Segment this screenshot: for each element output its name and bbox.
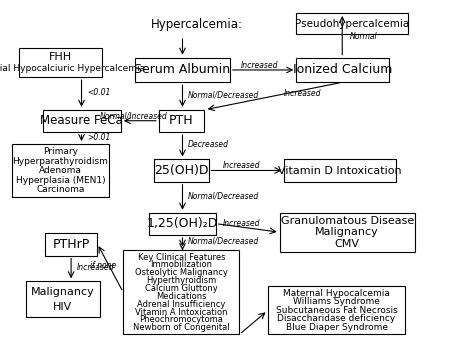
Text: Normal/Decreased: Normal/Decreased <box>188 90 259 99</box>
Text: Increased: Increased <box>77 263 115 272</box>
FancyBboxPatch shape <box>19 48 102 77</box>
Text: Vitamin A Intoxication: Vitamin A Intoxication <box>135 308 228 317</box>
Text: Vitamin D Intoxication: Vitamin D Intoxication <box>278 166 402 176</box>
Text: Familial Hypocalciuric Hypercalcemia: Familial Hypocalciuric Hypercalcemia <box>0 64 145 73</box>
Text: Pheochromocytoma: Pheochromocytoma <box>139 316 223 324</box>
FancyBboxPatch shape <box>123 250 239 334</box>
FancyBboxPatch shape <box>26 281 100 317</box>
Text: Blue Diaper Syndrome: Blue Diaper Syndrome <box>285 323 388 332</box>
FancyBboxPatch shape <box>296 13 408 34</box>
Text: Decreased: Decreased <box>188 140 229 149</box>
Text: PTH: PTH <box>169 115 193 127</box>
Text: Key Clinical Features: Key Clinical Features <box>137 252 225 262</box>
Text: Immobilization: Immobilization <box>150 260 212 269</box>
FancyBboxPatch shape <box>268 286 405 334</box>
FancyBboxPatch shape <box>45 233 97 256</box>
Text: >0.01: >0.01 <box>87 133 110 142</box>
FancyBboxPatch shape <box>149 213 216 235</box>
FancyBboxPatch shape <box>159 110 204 132</box>
Text: Maternal Hypocalcemia: Maternal Hypocalcemia <box>283 289 390 298</box>
Text: Adrenal Insufficiency: Adrenal Insufficiency <box>137 300 226 309</box>
FancyBboxPatch shape <box>12 144 109 197</box>
Text: CMV: CMV <box>335 239 360 249</box>
Text: HIV: HIV <box>53 302 73 312</box>
FancyBboxPatch shape <box>280 213 415 252</box>
Text: Subcutaneous Fat Necrosis: Subcutaneous Fat Necrosis <box>276 306 397 315</box>
Text: Increased: Increased <box>223 219 261 228</box>
Text: Measure FeCa: Measure FeCa <box>40 115 123 127</box>
Text: Normal: Normal <box>350 32 377 40</box>
Text: Adenoma: Adenoma <box>39 166 82 175</box>
FancyBboxPatch shape <box>296 58 389 82</box>
Text: Williams Syndrome: Williams Syndrome <box>293 297 380 306</box>
Text: Pseudohypercalcemia: Pseudohypercalcemia <box>295 19 409 29</box>
Text: Hyperplasia (MEN1): Hyperplasia (MEN1) <box>16 176 105 185</box>
Text: Disaccharidase deficiency: Disaccharidase deficiency <box>277 315 396 323</box>
Text: Normal/Decreased: Normal/Decreased <box>188 191 259 200</box>
Text: FHH: FHH <box>49 52 72 62</box>
Text: Normal/Increased: Normal/Increased <box>100 111 167 120</box>
Text: Increased: Increased <box>283 89 321 98</box>
Text: <0.01: <0.01 <box>87 88 110 97</box>
Text: Carcinoma: Carcinoma <box>36 185 85 194</box>
Text: Ionized Calcium: Ionized Calcium <box>293 63 392 76</box>
Text: if none: if none <box>90 261 117 270</box>
Text: Medications: Medications <box>156 292 207 301</box>
Text: Normal/Decreased: Normal/Decreased <box>188 237 259 246</box>
FancyBboxPatch shape <box>135 58 230 82</box>
Text: Increased: Increased <box>223 161 261 170</box>
Text: Hypercalcemia:: Hypercalcemia: <box>151 19 243 31</box>
Text: Calcium Gluttony: Calcium Gluttony <box>145 284 218 293</box>
Text: Increased: Increased <box>241 61 279 70</box>
Text: Malignancy: Malignancy <box>315 227 379 237</box>
Text: PTHrP: PTHrP <box>53 238 90 251</box>
Text: Serum Albumin: Serum Albumin <box>135 63 230 76</box>
Text: Granulomatous Disease: Granulomatous Disease <box>281 216 414 226</box>
Text: 25(OH)D: 25(OH)D <box>154 164 209 177</box>
Text: 1,25(OH)₂D: 1,25(OH)₂D <box>147 217 218 230</box>
FancyBboxPatch shape <box>43 110 121 132</box>
Text: Osteolytic Malignancy: Osteolytic Malignancy <box>135 268 228 277</box>
FancyBboxPatch shape <box>154 159 209 182</box>
FancyBboxPatch shape <box>284 159 396 182</box>
Text: Hyperparathyroidism: Hyperparathyroidism <box>12 157 109 166</box>
Text: Malignancy: Malignancy <box>31 287 95 297</box>
Text: Hyperthyroidism: Hyperthyroidism <box>146 276 217 285</box>
Text: Newborn of Congenital: Newborn of Congenital <box>133 323 229 332</box>
Text: Primary: Primary <box>43 147 78 156</box>
